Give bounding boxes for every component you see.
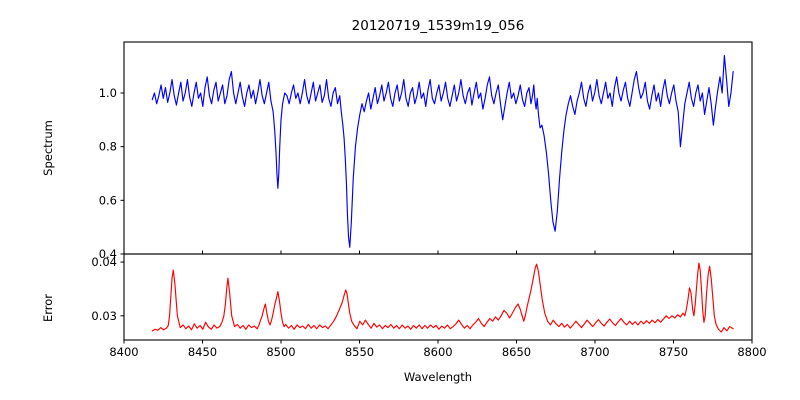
x-tick-group (123, 250, 753, 344)
x-axis: 8400 8450 8500 8550 8600 8650 8700 8750 8800 Wav… (109, 250, 767, 384)
spectrum-ytick-labels: 1.0 0.8 0.6 0.4 (99, 86, 117, 261)
x-tick-label-2: 8500 (266, 345, 295, 359)
error-ytick-labels: 0.04 0.03 (91, 255, 117, 323)
spectrum-tick-group (120, 92, 124, 255)
x-tick-label-3: 8550 (345, 345, 374, 359)
x-tick-label-7: 8750 (659, 345, 688, 359)
error-y-axis-label: Error (41, 294, 55, 322)
spectrum-y-axis-label: Spectrum (41, 120, 55, 176)
spectrum-ytick-label-2: 0.6 (99, 193, 117, 207)
spectrum-ytick-label-3: 0.4 (99, 247, 117, 261)
x-tick-label-1: 8450 (188, 345, 217, 359)
x-tick-label-6: 8700 (580, 345, 609, 359)
spectrum-data-line (151, 54, 734, 248)
spectrum-axes-frame (123, 41, 753, 255)
spectrum-panel: 1.0 0.8 0.6 0.4 Spectrum (41, 41, 753, 261)
spectrum-ytick-label-0: 1.0 (99, 86, 117, 100)
page-title: 20120719_1539m19_056 (352, 18, 525, 34)
x-axis-label: Wavelength (404, 370, 472, 384)
x-tick-labels: 8400 8450 8500 8550 8600 8650 8700 8750 8800 (109, 345, 766, 359)
x-tick-label-8: 8800 (737, 345, 766, 359)
error-ytick-label-1: 0.03 (91, 309, 117, 323)
x-tick-label-5: 8650 (502, 345, 531, 359)
error-tick-group (120, 261, 124, 317)
x-tick-label-0: 8400 (109, 345, 138, 359)
error-panel: 0.04 0.03 Error (41, 253, 753, 341)
x-tick-label-4: 8600 (423, 345, 452, 359)
error-ytick-label-0: 0.04 (91, 255, 117, 269)
error-data-line (151, 262, 734, 333)
spectrum-ytick-label-1: 0.8 (99, 140, 117, 154)
